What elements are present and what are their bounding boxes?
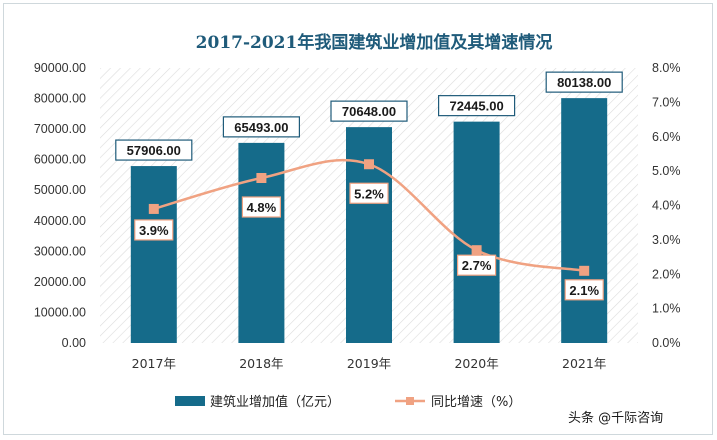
x-axis: 2017年 2018年 2019年 2020年 2021年	[132, 356, 607, 371]
chart-title: 2017-2021年我国建筑业增加值及其增速情况	[196, 32, 553, 53]
line-value-label: 2.7%	[457, 254, 497, 276]
left-tick-label: 50000.00	[34, 183, 86, 197]
x-tick-label: 2019年	[347, 356, 391, 371]
bar	[130, 166, 177, 343]
line-marker	[148, 203, 159, 214]
watermark-text: 头条 @千际咨询	[568, 410, 663, 426]
left-tick-label: 80000.00	[34, 92, 86, 106]
svg-text:3.9%: 3.9%	[139, 223, 169, 238]
left-tick-label: 0.00	[62, 336, 86, 350]
legend-label-bar: 建筑业增加值（亿元）	[210, 394, 340, 410]
legend-label-line: 同比增速（%）	[431, 395, 521, 410]
line-data-labels: 3.9% 4.8% 5.2% 2.7% 2.1%	[134, 182, 604, 301]
right-tick-label: 5.0%	[652, 164, 681, 178]
bar-series	[130, 98, 608, 344]
left-tick-label: 20000.00	[34, 275, 86, 289]
line-marker	[579, 265, 590, 276]
line-value-label: 2.1%	[564, 279, 604, 301]
bar	[453, 121, 500, 343]
line-marker	[364, 159, 374, 170]
right-tick-label: 8.0%	[652, 61, 681, 75]
left-tick-label: 10000.00	[34, 305, 86, 319]
svg-text:65493.00: 65493.00	[234, 120, 288, 135]
right-tick-label: 4.0%	[652, 199, 681, 213]
svg-text:70648.00: 70648.00	[342, 104, 396, 119]
legend-swatch-line-marker	[406, 397, 414, 405]
line-marker	[471, 245, 482, 256]
svg-text:5.2%: 5.2%	[354, 186, 384, 201]
right-tick-label: 3.0%	[652, 233, 681, 247]
svg-text:57906.00: 57906.00	[127, 143, 181, 158]
left-tick-label: 60000.00	[34, 153, 86, 167]
svg-text:72445.00: 72445.00	[449, 99, 503, 114]
legend: 建筑业增加值（亿元） 同比增速（%）	[175, 394, 521, 410]
line-value-label: 4.8%	[241, 196, 281, 218]
bar-value-label: 72445.00	[438, 95, 516, 117]
left-axis: 0.00 10000.00 20000.00 30000.00 40000.00 5000…	[34, 61, 86, 350]
bar-value-label: 57906.00	[115, 139, 193, 161]
line-marker	[256, 173, 267, 183]
right-axis: 0.0% 1.0% 2.0% 3.0% 4.0% 5.0% 6.0% 7.0% 8.0%	[652, 61, 681, 350]
line-value-label: 5.2%	[349, 182, 389, 204]
legend-swatch-bar	[175, 396, 205, 406]
right-tick-label: 2.0%	[652, 267, 681, 281]
left-tick-label: 40000.00	[34, 214, 86, 228]
svg-text:80138.00: 80138.00	[557, 75, 611, 90]
right-tick-label: 7.0%	[652, 95, 681, 109]
bar	[561, 98, 608, 344]
bar-value-label: 70648.00	[330, 100, 408, 122]
right-tick-label: 0.0%	[652, 336, 681, 350]
right-tick-label: 6.0%	[652, 130, 681, 144]
svg-text:4.8%: 4.8%	[247, 200, 277, 215]
x-tick-label: 2020年	[454, 356, 498, 371]
svg-text:2.7%: 2.7%	[462, 258, 492, 273]
left-tick-label: 70000.00	[34, 122, 86, 136]
left-tick-label: 30000.00	[34, 244, 86, 258]
bar-value-label: 80138.00	[545, 71, 623, 93]
right-tick-label: 1.0%	[652, 302, 681, 316]
x-tick-label: 2021年	[562, 356, 606, 371]
x-tick-label: 2017年	[132, 356, 176, 371]
left-tick-label: 90000.00	[34, 61, 86, 75]
bar-value-label: 65493.00	[222, 116, 300, 138]
x-tick-label: 2018年	[239, 356, 283, 371]
line-value-label: 3.9%	[134, 219, 174, 241]
line-series	[148, 158, 590, 276]
svg-text:2.1%: 2.1%	[569, 283, 599, 298]
bar-data-labels: 57906.00 65493.00 70648.00 72445.00 80138.00	[115, 71, 623, 161]
